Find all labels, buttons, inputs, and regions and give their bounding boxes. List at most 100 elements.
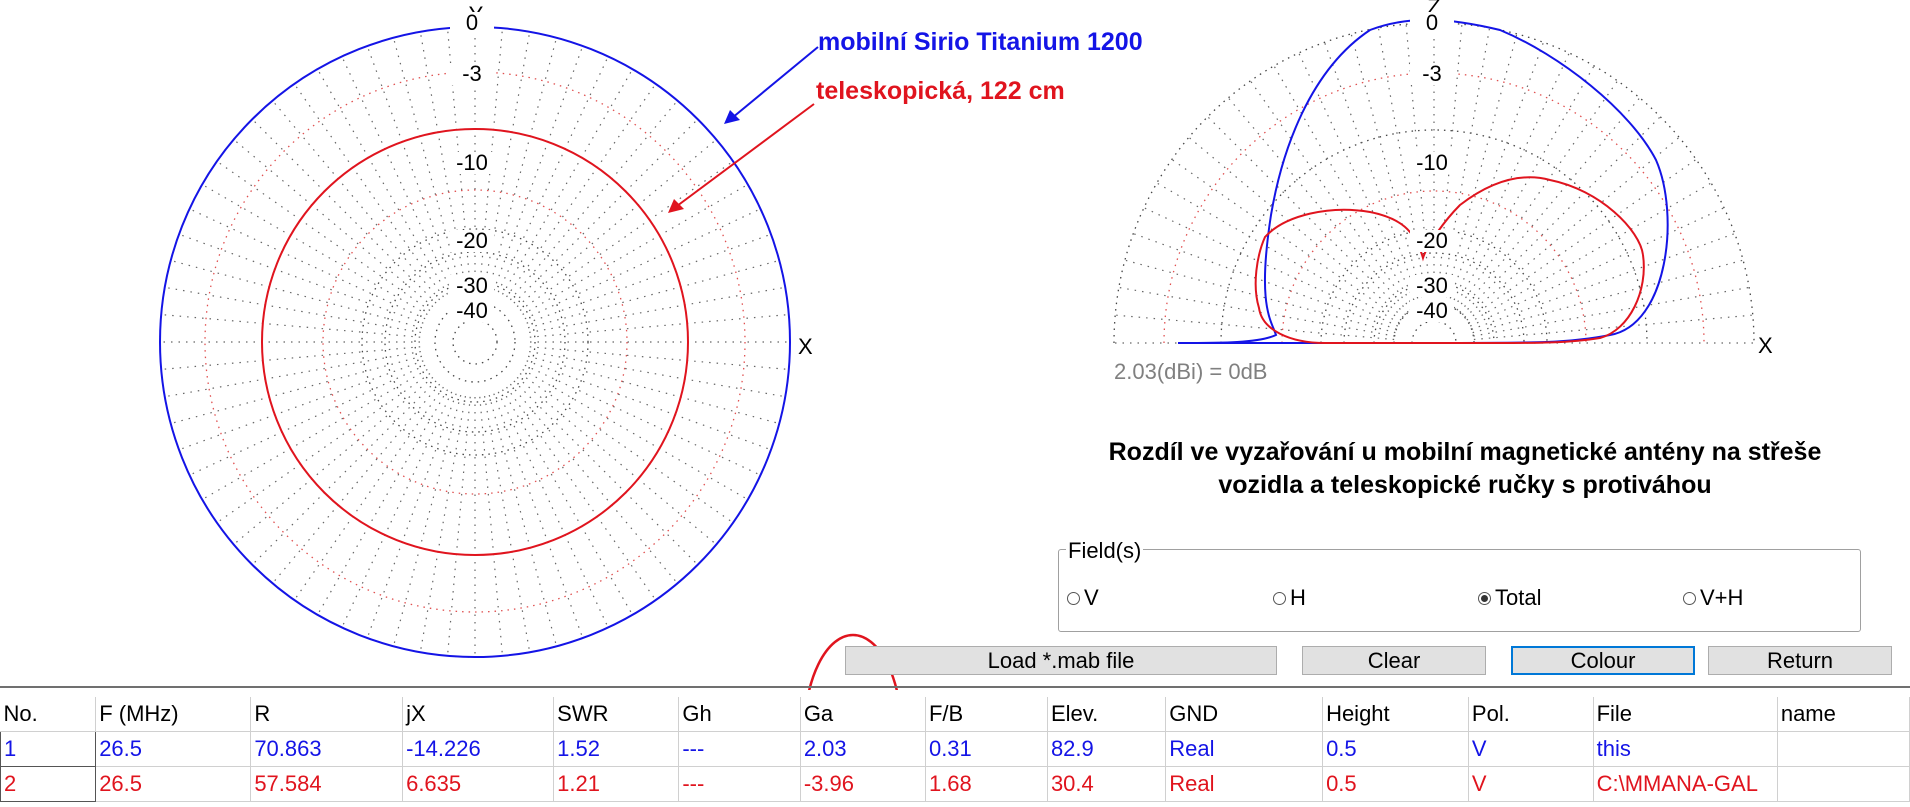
grid-spoke: [1143, 207, 1399, 327]
col-header: name: [1777, 697, 1910, 732]
ring-label-bg: [1410, 152, 1454, 174]
grid-spoke: [1461, 116, 1661, 316]
cell-height: 0.5: [1322, 766, 1469, 802]
cell-no: 1: [0, 731, 97, 767]
grid-spoke: [251, 118, 437, 304]
clear-button[interactable]: Clear: [1302, 646, 1486, 675]
azimuth-ring-labels: 0 -3 -10 -20 -30-40: [450, 10, 494, 323]
grid-spoke: [1443, 33, 1518, 305]
blue-annotation-arrow: [724, 46, 819, 124]
col-header: Height: [1322, 697, 1469, 732]
cell-ga: 2.03: [800, 731, 926, 767]
grid-spoke: [1469, 207, 1725, 327]
cell-pol: V: [1468, 766, 1594, 802]
grid-ring: [1411, 320, 1457, 344]
ring-label-bg: [1410, 275, 1454, 297]
elevation-pattern-blue: [1177, 18, 1669, 344]
grid-spoke: [1456, 80, 1619, 311]
grid-spoke: [341, 56, 453, 293]
cell-swr: 1.21: [553, 766, 680, 802]
grid-ring: [434, 301, 516, 383]
grid-spoke: [1447, 42, 1545, 306]
cell-gnd: Real: [1165, 766, 1324, 802]
cell-fb: 0.31: [925, 731, 1048, 767]
grid-spoke: [272, 383, 441, 584]
cell-height: 0.5: [1322, 731, 1469, 767]
grid-spoke: [1459, 97, 1641, 313]
red-annotation-arrow: [668, 103, 815, 213]
grid-spoke: [497, 56, 609, 293]
grid-spoke: [178, 233, 424, 324]
grid-spoke: [501, 389, 634, 616]
field-option-label: Total: [1495, 585, 1542, 610]
return-button[interactable]: Return: [1708, 646, 1892, 675]
cell-swr: 1.52: [553, 731, 680, 767]
grid-spoke: [1436, 24, 1463, 304]
cell-r: 57.584: [250, 766, 404, 802]
cell-r: 70.863: [250, 731, 404, 767]
blue-series-annotation: mobilní Sirio Titanium 1200: [818, 28, 1143, 56]
grid-spoke: [366, 45, 457, 291]
ring-label-bg: [1410, 63, 1454, 85]
grid-spoke: [201, 368, 428, 501]
grid-spoke: [519, 373, 734, 524]
ring-label-bg: [450, 275, 494, 297]
grid-spoke: [1453, 65, 1595, 309]
field-option-v[interactable]: V: [1067, 585, 1099, 611]
cell-jx: -14.226: [402, 731, 555, 767]
elevation-pattern-red: [1254, 176, 1645, 345]
grid-spoke: [513, 380, 699, 566]
grid-spoke: [1472, 259, 1744, 334]
grid-spoke: [493, 393, 584, 639]
grid-spoke: [1450, 52, 1570, 308]
field-option-total[interactable]: Total: [1478, 585, 1541, 611]
results-table-frame: [0, 686, 1910, 807]
grid-spoke: [509, 100, 678, 301]
grid-spoke: [1323, 42, 1421, 306]
grid-ring: [322, 189, 628, 495]
grid-spoke: [251, 380, 437, 566]
cell-pol: V: [1468, 731, 1594, 767]
grid-spoke: [501, 68, 634, 295]
field-option-v-plus-h[interactable]: V+H: [1683, 585, 1743, 611]
grid-spoke: [1188, 136, 1404, 318]
grid-ring: [452, 319, 498, 365]
elevation-ring-labels: 0 -3 -10 -20 -30-40: [1410, 10, 1454, 323]
ring-label: -3: [1422, 61, 1442, 86]
ring-label: -20: [1416, 228, 1448, 253]
grid-spoke: [1124, 259, 1396, 334]
field-option-label: V: [1084, 585, 1099, 610]
ring-label: -40: [456, 298, 488, 323]
grid-spoke: [529, 313, 789, 338]
table-row[interactable]: 2 26.5 57.584 6.635 1.21 --- -3.96 1.68 …: [0, 766, 1910, 802]
grid-spoke: [524, 208, 761, 320]
grid-spoke: [524, 364, 761, 476]
cell-freq: 26.5: [95, 731, 252, 767]
colour-button[interactable]: Colour: [1511, 646, 1695, 675]
load-mab-button[interactable]: Load *.mab file: [845, 646, 1277, 675]
col-header: File: [1593, 697, 1778, 732]
grid-spoke: [527, 355, 780, 425]
grid-spoke: [488, 37, 558, 290]
grid-spoke: [1171, 158, 1402, 321]
grid-spoke: [170, 259, 423, 329]
title-line-2: vozidla a teleskopické ručky s protiváho…: [1218, 471, 1712, 499]
elevation-plot-grid: [1113, 22, 1755, 344]
radiation-plots: Y X Z X 0-3-10-20-30-40 0-3-10-20-30-40: [159, 0, 1773, 690]
elevation-axis-x-label: X: [1758, 333, 1773, 358]
field-option-label: V+H: [1700, 585, 1744, 610]
grid-spoke: [1118, 286, 1395, 337]
ring-label: -10: [456, 150, 488, 175]
ring-label-bg: [1410, 230, 1454, 252]
azimuth-axis-x-label: X: [798, 334, 813, 359]
field-option-h[interactable]: H: [1273, 585, 1306, 611]
grid-spoke: [526, 360, 772, 451]
table-row[interactable]: 1 26.5 70.863 -14.226 1.52 --- 2.03 0.31…: [0, 731, 1910, 767]
ring-label: -3: [462, 61, 482, 86]
col-header: GND: [1165, 697, 1324, 732]
grid-spoke: [522, 183, 749, 316]
grid-spoke: [293, 83, 444, 298]
cell-name: [1777, 766, 1910, 802]
grid-spoke: [527, 259, 780, 329]
grid-spoke: [506, 386, 657, 601]
